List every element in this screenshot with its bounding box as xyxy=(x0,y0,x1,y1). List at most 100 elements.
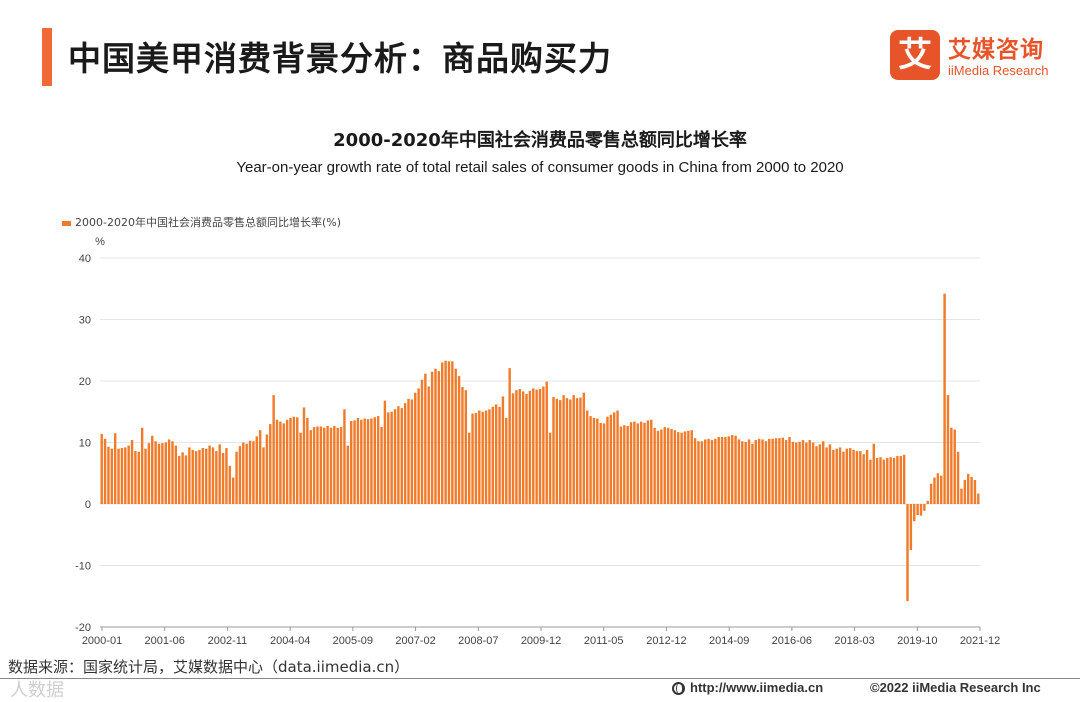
bar xyxy=(690,430,693,504)
bar xyxy=(157,443,161,504)
bar xyxy=(879,457,882,504)
bar xyxy=(616,410,619,504)
bar xyxy=(137,451,140,504)
bar xyxy=(140,427,144,504)
bar xyxy=(292,416,296,504)
bar xyxy=(457,376,461,504)
x-tick-label: 2002-11 xyxy=(208,635,248,647)
bar xyxy=(464,390,468,504)
bar xyxy=(629,422,633,504)
bar xyxy=(703,439,707,504)
bar xyxy=(832,449,835,504)
bar xyxy=(100,433,103,504)
bar xyxy=(569,399,572,504)
x-tick-label: 2009-12 xyxy=(521,635,561,647)
bar xyxy=(923,504,926,511)
bar xyxy=(265,434,269,504)
bar xyxy=(279,421,282,504)
bar xyxy=(231,477,235,504)
bar xyxy=(788,436,791,504)
bar xyxy=(370,418,373,504)
bar xyxy=(144,448,147,504)
bar xyxy=(124,447,127,504)
y-tick-label: -10 xyxy=(75,561,91,573)
bar xyxy=(555,398,559,504)
bar xyxy=(906,504,909,602)
bar xyxy=(950,427,953,504)
bar xyxy=(228,465,232,504)
bar xyxy=(494,404,498,504)
bar xyxy=(474,412,478,504)
bar xyxy=(339,427,343,504)
bar xyxy=(889,457,892,504)
bar xyxy=(107,446,110,504)
bar xyxy=(491,406,495,504)
bar xyxy=(181,452,184,504)
bar xyxy=(343,409,346,504)
bar xyxy=(336,427,339,504)
bar xyxy=(582,392,586,504)
bar xyxy=(248,440,252,504)
bar xyxy=(349,420,353,504)
bar xyxy=(356,417,360,504)
bar xyxy=(117,448,120,504)
chart-subtitle: Year-on-year growth rate of total retail… xyxy=(236,159,844,176)
bar xyxy=(319,426,323,504)
bar xyxy=(926,500,929,504)
bar xyxy=(559,400,562,504)
x-tick-label: 2004-04 xyxy=(270,635,310,647)
bar xyxy=(828,444,832,504)
bar xyxy=(515,390,518,504)
bar xyxy=(892,457,896,504)
bar xyxy=(188,447,191,504)
bar xyxy=(289,417,292,504)
bar xyxy=(599,422,602,504)
bar xyxy=(791,441,795,504)
bar xyxy=(670,428,673,504)
bar xyxy=(545,381,548,504)
bar xyxy=(184,455,188,504)
bar xyxy=(818,444,822,504)
bar xyxy=(835,448,838,504)
footer-copyright: ©2022 iiMedia Research Inc xyxy=(870,680,1041,695)
bar xyxy=(424,373,427,504)
bar xyxy=(376,416,380,504)
bar xyxy=(272,395,275,504)
bar xyxy=(953,429,956,504)
bar xyxy=(167,439,171,504)
bar xyxy=(639,421,643,504)
bar xyxy=(757,438,761,504)
bar xyxy=(316,426,319,504)
bar xyxy=(134,451,137,504)
bar xyxy=(643,422,646,504)
bar xyxy=(710,440,714,504)
bar xyxy=(326,425,329,504)
x-tick-label: 2018-03 xyxy=(834,635,874,647)
bar xyxy=(862,454,865,504)
bar xyxy=(963,480,967,504)
bar xyxy=(414,392,417,504)
bar xyxy=(869,459,872,504)
bar xyxy=(929,483,933,504)
bar xyxy=(151,435,154,504)
bar xyxy=(174,445,178,504)
footer-url[interactable]: http://www.iimedia.cn xyxy=(672,680,823,695)
x-tick-label: 2011-05 xyxy=(584,635,624,647)
y-tick-label: 10 xyxy=(79,438,91,450)
bar xyxy=(296,417,299,504)
bar xyxy=(508,368,511,504)
bar xyxy=(626,425,629,504)
bar xyxy=(130,440,134,504)
bar xyxy=(258,430,262,504)
x-tick-label: 2005-09 xyxy=(333,635,373,647)
bar xyxy=(801,440,805,504)
bar xyxy=(612,412,616,504)
bar xyxy=(798,441,801,504)
bar xyxy=(299,432,302,504)
bar xyxy=(666,427,670,504)
bar xyxy=(484,410,488,504)
bar xyxy=(161,443,164,504)
bar xyxy=(663,427,666,504)
bar xyxy=(400,408,403,504)
